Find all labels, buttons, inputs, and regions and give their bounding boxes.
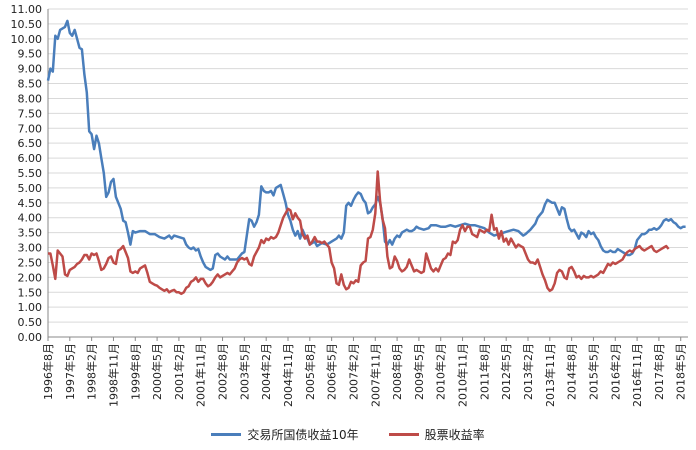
y-tick-label: 9.50 [18,48,43,61]
x-tick-label: 2017年8月 [652,343,666,400]
y-tick-label: 11.00 [11,3,43,16]
legend-swatch-stock [388,432,419,436]
x-tick-label: 2016年2月 [608,343,622,400]
y-tick-label: 0.50 [18,316,43,329]
x-tick-label: 2007年2月 [346,343,360,400]
x-tick-label: 2002年8月 [216,343,230,400]
x-tick-label: 2011年8月 [477,343,491,400]
x-tick-label: 1997年5月 [63,343,77,400]
series-line-0 [46,19,686,272]
x-tick-labels: 1996年8月 1997年5月 1998年2月 1998年11月 1999年8月 2000… [41,343,688,407]
y-tick-label: 1.50 [18,286,43,299]
x-tick-label: 1998年2月 [85,343,99,400]
x-tick-label: 2013年2月 [521,343,535,400]
y-tick-label: 2.00 [18,271,43,284]
y-tick-label: 8.50 [18,78,43,91]
y-tick-label: 2.50 [18,256,43,269]
x-tick-label: 2008年8月 [390,343,404,400]
x-tick-label: 2000年5月 [150,343,164,400]
x-tick-label: 2016年11月 [630,343,644,407]
y-tick-label: 7.50 [18,107,43,120]
series-line-1 [48,170,670,296]
legend-item-stock: 股票收益率 [388,426,485,443]
x-tick-label: 2014年8月 [565,343,579,400]
x-tick-label: 1996年8月 [41,343,55,400]
y-tick-label: 9.00 [18,63,43,76]
series-lines [46,19,686,296]
y-tick-labels: 0.00 0.50 1.00 1.50 2.00 2.503.00 3.50 4.00 4.50… [11,3,43,344]
y-tick-label: 8.00 [18,92,43,105]
legend-item-bond: 交易所国债收益10年 [211,426,359,443]
legend: 交易所国债收益10年 股票收益率 [0,424,696,444]
legend-label-stock: 股票收益率 [424,427,485,442]
grid-lines [48,8,688,323]
line-chart: 0.00 0.50 1.00 1.50 2.00 2.503.00 3.50 4.00 4.50… [11,3,688,407]
x-tick-label: 2015年5月 [586,343,600,400]
y-tick-label: 3.50 [18,227,43,240]
x-tick-label: 2012年5月 [499,343,513,400]
x-tick-label: 2006年5月 [325,343,339,400]
y-tick-label: 7.00 [18,122,43,135]
x-tick-label: 2010年2月 [434,343,448,400]
axes [47,9,688,341]
y-tick-label: 4.00 [18,212,43,225]
y-tick-label: 1.00 [18,301,43,314]
y-tick-label: 5.00 [18,182,43,195]
y-tick-label: 6.50 [18,137,43,150]
x-tick-label: 1998年11月 [106,343,120,407]
y-tick-label: 10.50 [11,18,43,31]
x-tick-label: 2001年11月 [194,343,208,407]
x-tick-label: 1999年8月 [128,343,142,400]
x-tick-label: 2010年11月 [456,343,470,407]
legend-swatch-bond [211,432,242,436]
y-tick-label: 4.50 [18,197,43,210]
x-tick-label: 2009年5月 [412,343,426,400]
x-tick-label: 2013年11月 [543,343,557,407]
x-tick-label: 2004年11月 [281,343,295,407]
y-tick-label: 0.00 [18,331,43,344]
y-tick-label: 5.50 [18,167,43,180]
x-tick-label: 2018年5月 [674,343,688,400]
x-tick-label: 2005年8月 [303,343,317,400]
y-tick-label: 6.00 [18,152,43,165]
y-tick-label: 3.00 [18,242,43,255]
x-tick-label: 2004年2月 [259,343,273,400]
y-tick-label: 10.00 [11,33,43,46]
legend-label-bond: 交易所国债收益10年 [247,427,359,442]
x-tick-label: 2001年2月 [172,343,186,400]
x-tick-label: 2003年5月 [237,343,251,400]
x-tick-label: 2007年11月 [368,343,382,407]
